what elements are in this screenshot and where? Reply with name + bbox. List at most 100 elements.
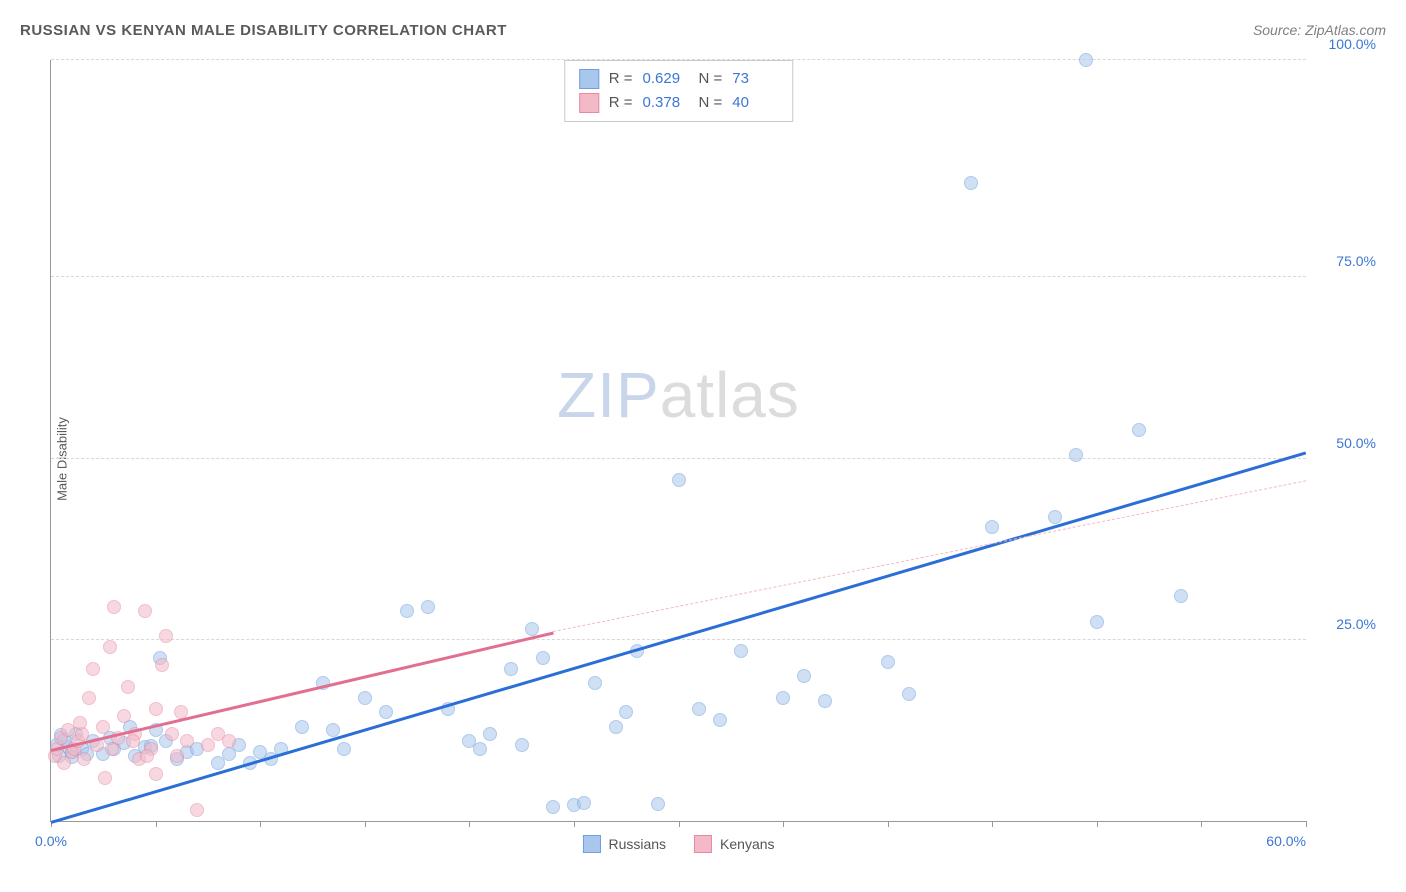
scatter-point <box>525 622 539 636</box>
scatter-point <box>155 658 169 672</box>
x-tick <box>469 821 470 827</box>
legend-r-label: R = <box>609 91 633 115</box>
legend-item-kenyans: Kenyans <box>694 835 774 853</box>
scatter-point <box>121 680 135 694</box>
legend-label-kenyans: Kenyans <box>720 836 774 852</box>
scatter-point <box>536 651 550 665</box>
scatter-point <box>713 713 727 727</box>
scatter-point <box>107 600 121 614</box>
plot-area: ZIPatlas R = 0.629 N = 73 R = 0.378 N = … <box>50 60 1306 822</box>
x-tick <box>574 821 575 827</box>
legend-row-kenyans: R = 0.378 N = 40 <box>579 91 779 115</box>
scatter-point <box>818 694 832 708</box>
scatter-point <box>546 800 560 814</box>
x-tick <box>783 821 784 827</box>
x-tick <box>156 821 157 827</box>
scatter-point <box>86 662 100 676</box>
scatter-point <box>902 687 916 701</box>
legend-n-label: N = <box>699 67 723 91</box>
legend-swatch-kenyans <box>694 835 712 853</box>
x-tick <box>992 821 993 827</box>
scatter-point <box>776 691 790 705</box>
scatter-point <box>222 734 236 748</box>
scatter-point <box>77 752 91 766</box>
scatter-point <box>149 767 163 781</box>
y-tick-label: 75.0% <box>1336 253 1376 269</box>
x-tick <box>1097 821 1098 827</box>
legend-correlation-box: R = 0.629 N = 73 R = 0.378 N = 40 <box>564 60 794 122</box>
scatter-point <box>295 720 309 734</box>
legend-item-russians: Russians <box>582 835 666 853</box>
x-tick <box>679 821 680 827</box>
x-tick-label: 0.0% <box>35 833 67 849</box>
legend-n-label: N = <box>699 91 723 115</box>
scatter-point <box>400 604 414 618</box>
scatter-point <box>159 629 173 643</box>
scatter-point <box>73 716 87 730</box>
scatter-point <box>201 738 215 752</box>
scatter-point <box>337 742 351 756</box>
gridline-h <box>51 59 1306 60</box>
scatter-point <box>473 742 487 756</box>
gridline-h <box>51 276 1306 277</box>
scatter-point <box>117 709 131 723</box>
chart-container: Male Disability ZIPatlas R = 0.629 N = 7… <box>50 60 1386 857</box>
x-tick <box>1201 821 1202 827</box>
legend-n-value-kenyans: 40 <box>732 91 778 115</box>
scatter-point <box>1048 510 1062 524</box>
scatter-point <box>797 669 811 683</box>
x-tick <box>888 821 889 827</box>
scatter-point <box>1132 423 1146 437</box>
legend-series: Russians Kenyans <box>582 835 774 853</box>
legend-swatch-kenyans <box>579 93 599 113</box>
y-tick-label: 25.0% <box>1336 616 1376 632</box>
chart-title: RUSSIAN VS KENYAN MALE DISABILITY CORREL… <box>20 22 507 39</box>
scatter-point <box>964 176 978 190</box>
y-tick-label: 50.0% <box>1336 435 1376 451</box>
scatter-point <box>379 705 393 719</box>
watermark-zip: ZIP <box>557 359 660 431</box>
scatter-point <box>138 604 152 618</box>
scatter-point <box>170 749 184 763</box>
scatter-point <box>881 655 895 669</box>
scatter-point <box>358 691 372 705</box>
x-tick <box>260 821 261 827</box>
scatter-point <box>1069 448 1083 462</box>
scatter-point <box>140 749 154 763</box>
scatter-point <box>504 662 518 676</box>
scatter-point <box>619 705 633 719</box>
scatter-point <box>165 727 179 741</box>
trend-line <box>51 451 1307 823</box>
scatter-point <box>1079 53 1093 67</box>
scatter-point <box>734 644 748 658</box>
scatter-point <box>190 803 204 817</box>
legend-swatch-russians <box>582 835 600 853</box>
scatter-point <box>483 727 497 741</box>
scatter-point <box>421 600 435 614</box>
scatter-point <box>105 742 119 756</box>
x-tick <box>365 821 366 827</box>
scatter-point <box>96 720 110 734</box>
scatter-point <box>577 796 591 810</box>
scatter-point <box>651 797 665 811</box>
watermark: ZIPatlas <box>557 358 800 432</box>
x-tick-label: 60.0% <box>1266 833 1306 849</box>
scatter-point <box>98 771 112 785</box>
scatter-point <box>180 734 194 748</box>
legend-r-label: R = <box>609 67 633 91</box>
legend-label-russians: Russians <box>608 836 666 852</box>
gridline-h <box>51 639 1306 640</box>
scatter-point <box>588 676 602 690</box>
legend-swatch-russians <box>579 69 599 89</box>
x-tick <box>1306 821 1307 827</box>
y-tick-label: 100.0% <box>1329 36 1376 52</box>
scatter-point <box>126 734 140 748</box>
scatter-point <box>82 691 96 705</box>
legend-r-value-kenyans: 0.378 <box>643 91 689 115</box>
watermark-atlas: atlas <box>660 359 800 431</box>
legend-row-russians: R = 0.629 N = 73 <box>579 67 779 91</box>
legend-r-value-russians: 0.629 <box>643 67 689 91</box>
scatter-point <box>672 473 686 487</box>
trend-line <box>553 480 1306 632</box>
scatter-point <box>985 520 999 534</box>
